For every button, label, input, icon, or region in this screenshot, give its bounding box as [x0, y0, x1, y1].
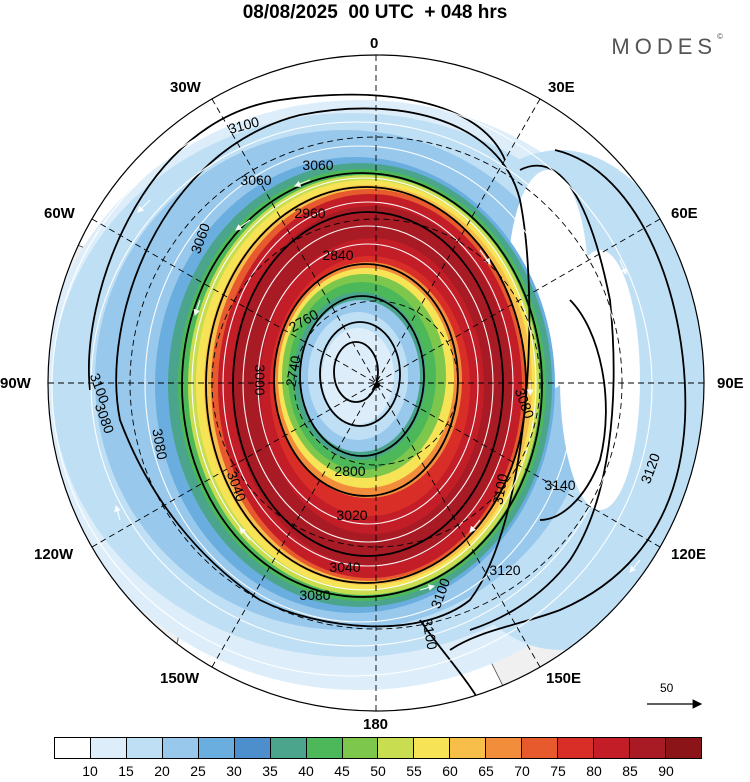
colorbar-swatch	[486, 738, 523, 758]
contour-label: 2840	[322, 247, 353, 263]
colorbar-tick-label: 60	[442, 763, 458, 779]
colorbar-swatch	[342, 738, 379, 758]
map-border	[47, 54, 705, 712]
brand-logo: MODES©	[611, 32, 723, 60]
colorbar-tick-label: 55	[406, 763, 422, 779]
colorbar-swatch	[378, 738, 415, 758]
colorbar-swatch	[234, 738, 271, 758]
lon-label-60e: 60E	[671, 205, 698, 222]
lon-label-60w: 60W	[44, 205, 75, 222]
colorbar-tick-label: 35	[262, 763, 278, 779]
contour-label: 3120	[489, 562, 520, 578]
colorbar-ticks: 10 15 20 25 30 35 40 45 50 55 60 65 70 75 80 85 90	[0, 763, 750, 781]
colorbar-tick-label: 10	[82, 763, 98, 779]
lon-label-90w: 90W	[0, 375, 31, 392]
colorbar-tick-label: 25	[190, 763, 206, 779]
lon-label-30w: 30W	[170, 79, 201, 96]
colorbar-swatch	[414, 738, 451, 758]
lon-label-120e: 120E	[671, 546, 707, 563]
graticule	[48, 55, 704, 711]
colorbar-tick-label: 40	[298, 763, 314, 779]
lon-label-30e: 30E	[548, 79, 575, 96]
colorbar-swatch	[198, 738, 235, 758]
contour-label: 3100	[489, 472, 510, 506]
colorbar-swatch	[630, 738, 666, 758]
reference-vector-label: 50	[660, 681, 674, 695]
colorbar-tick-label: 80	[586, 763, 602, 779]
contour-label: 3080	[299, 587, 330, 603]
lon-label-0: 0	[370, 35, 379, 52]
lon-label-150w: 150W	[160, 670, 200, 687]
colorbar-swatch	[90, 738, 127, 758]
contour-label: 3040	[329, 559, 360, 575]
lon-label-180: 180	[363, 716, 389, 733]
colorbar-tick-label: 70	[514, 763, 530, 779]
colorbar-tick-label: 90	[658, 763, 674, 779]
colorbar-swatch	[126, 738, 163, 758]
lon-label-120w: 120W	[34, 546, 74, 563]
map-title: 08/08/2025 00 UTC + 048 hrs	[242, 2, 508, 23]
colorbar-swatch	[270, 738, 307, 758]
contour-label: 3060	[302, 157, 333, 173]
colorbar-swatch	[162, 738, 199, 758]
contour-label: 2800	[334, 463, 365, 479]
contour-label: 3080	[149, 427, 170, 461]
lon-label-90e: 90E	[717, 375, 744, 392]
colorbar-tick-label: 15	[118, 763, 134, 779]
contour-label: 3000	[252, 364, 268, 395]
colorbar-swatch	[306, 738, 343, 758]
contour-label: 2740	[282, 354, 303, 388]
contour-label: 2960	[294, 205, 325, 221]
lon-label-150e: 150E	[546, 670, 582, 687]
contour-label: 3020	[336, 507, 367, 523]
colorbar-tick-label: 20	[154, 763, 170, 779]
brand-mark: ©	[717, 32, 723, 41]
colorbar-swatch	[522, 738, 559, 758]
colorbar	[54, 737, 702, 759]
wind-speed-shading	[48, 100, 704, 690]
colorbar-swatch	[665, 738, 701, 758]
map-disk-content	[48, 55, 704, 711]
colorbar-tick-label: 65	[478, 763, 494, 779]
colorbar-tick-label: 45	[334, 763, 350, 779]
brand-text: MODES	[611, 34, 718, 59]
wind-streamlines	[51, 95, 653, 677]
colorbar-swatch	[450, 738, 487, 758]
colorbar-swatch	[558, 738, 595, 758]
colorbar-tick-label: 85	[622, 763, 638, 779]
contour-label: 3100	[227, 113, 261, 137]
contour-label: 3140	[544, 477, 575, 493]
colorbar-swatch	[594, 738, 630, 758]
colorbar-tick-label: 75	[550, 763, 566, 779]
colorbar-swatch	[55, 738, 91, 758]
colorbar-tick-label: 50	[370, 763, 386, 779]
colorbar-tick-label: 30	[226, 763, 242, 779]
contour-label: 3060	[240, 172, 271, 188]
contour-label: 3100	[419, 617, 440, 651]
